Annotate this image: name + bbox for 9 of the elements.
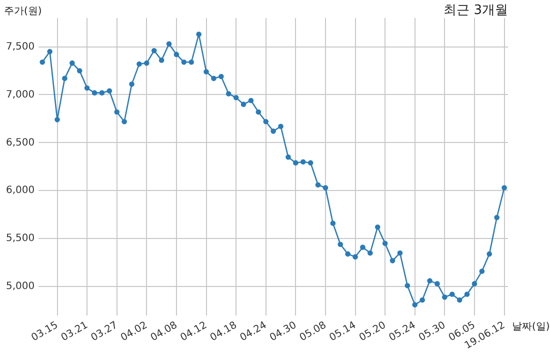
y-tick-label: 5,500 bbox=[6, 233, 35, 244]
y-axis-title: 주가(원) bbox=[4, 6, 42, 17]
y-tick-label: 5,000 bbox=[6, 281, 35, 292]
chart-title: 최근 3개월 bbox=[444, 3, 508, 18]
y-tick-label: 7,000 bbox=[6, 89, 35, 100]
y-tick-label: 6,500 bbox=[6, 137, 35, 148]
y-tick-label: 7,500 bbox=[6, 41, 35, 52]
x-axis-title: 날짜(일) bbox=[512, 321, 550, 332]
y-tick-label: 6,000 bbox=[6, 185, 35, 196]
